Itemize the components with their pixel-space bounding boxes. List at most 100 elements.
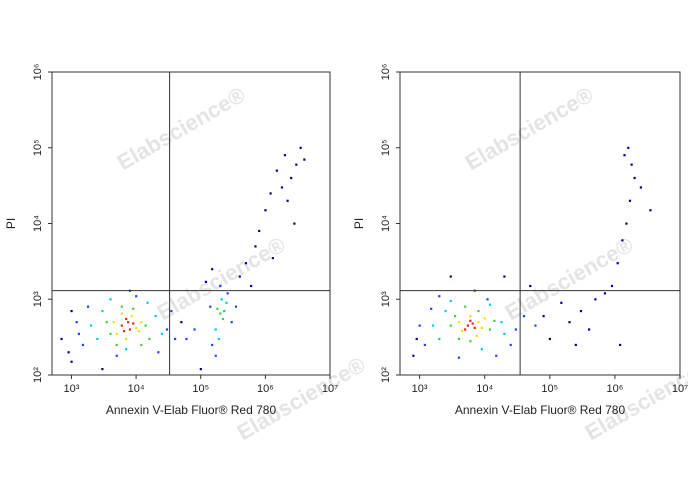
y-tick-label: 10³ <box>32 291 44 307</box>
event-dot <box>219 312 222 315</box>
event-dot <box>123 330 126 333</box>
event-dot <box>180 321 183 324</box>
event-dot <box>144 324 147 327</box>
event-dot <box>299 146 302 149</box>
event-dot <box>130 315 133 318</box>
watermark: Elabscience® <box>581 352 688 445</box>
event-dot <box>286 199 289 202</box>
event-dot <box>209 305 212 308</box>
y-tick-label: 10⁴ <box>32 215 44 232</box>
event-dot <box>250 284 253 288</box>
event-dot <box>503 332 506 335</box>
event-dot <box>579 309 583 313</box>
event-dot <box>165 328 169 331</box>
x-tick-label: 10⁶ <box>607 383 624 395</box>
event-dot <box>480 348 483 351</box>
y-axis-title: PI <box>4 218 18 229</box>
x-tick-label: 10⁷ <box>672 383 688 395</box>
event-dot <box>89 324 93 327</box>
event-dot <box>264 209 267 212</box>
event-dot <box>500 321 503 324</box>
event-dot <box>568 321 571 324</box>
event-dot <box>488 328 492 331</box>
x-axis-title: Annexin V-Elab Fluor® Red 780 <box>106 403 277 417</box>
event-dot <box>115 354 118 357</box>
event-dot <box>193 328 196 331</box>
event-dot <box>649 209 652 212</box>
event-dot <box>483 317 486 320</box>
event-dot <box>132 307 135 310</box>
y-axis-title: PI <box>352 218 366 229</box>
event-dot <box>135 295 138 298</box>
event-dot <box>633 176 636 180</box>
event-dot <box>217 337 220 341</box>
event-dot <box>174 337 177 341</box>
panel: Elabscience® Elabscience® Elabscience® 10³ 1… <box>352 64 688 446</box>
event-dot <box>230 321 233 324</box>
event-dot <box>461 330 464 333</box>
event-dot <box>185 337 188 341</box>
event-dot <box>204 280 208 283</box>
event-dot <box>219 284 222 288</box>
event-dot <box>290 176 293 180</box>
event-dot <box>303 158 306 161</box>
x-tick-label: 10³ <box>64 383 80 395</box>
event-dot <box>135 326 138 329</box>
y-tick-label: 10⁵ <box>380 139 392 156</box>
event-dot <box>214 328 217 331</box>
event-dot <box>466 324 469 327</box>
event-dot <box>60 337 63 341</box>
event-dot <box>154 315 157 318</box>
event-dot <box>449 324 452 327</box>
event-dot <box>269 192 272 195</box>
event-dot <box>140 321 143 324</box>
event-dot <box>560 301 563 304</box>
event-dot <box>469 315 472 318</box>
x-tick-label: 10³ <box>412 383 428 395</box>
event-dot <box>438 295 441 298</box>
event-dot <box>430 307 433 310</box>
event-dot <box>275 169 278 172</box>
event-dot <box>449 275 452 278</box>
event-dot <box>112 321 115 324</box>
event-dot <box>120 312 123 315</box>
event-dot <box>548 337 551 341</box>
event-dot <box>128 328 132 331</box>
event-dot <box>514 328 517 331</box>
event-dot <box>146 301 149 304</box>
event-dot <box>431 324 435 327</box>
watermark: Elabscience® <box>113 82 250 175</box>
event-dot <box>594 298 597 301</box>
y-tick-label: 10⁵ <box>32 139 44 156</box>
event-dot <box>67 351 70 354</box>
event-dot <box>503 275 506 278</box>
event-dot <box>495 354 498 357</box>
watermark: Elabscience® <box>461 82 598 175</box>
x-axis-title: Annexin V-Elab Fluor® Red 780 <box>455 403 626 417</box>
event-dot <box>639 186 643 189</box>
event-dot <box>86 305 90 308</box>
y-tick-label: 10² <box>380 367 392 383</box>
event-dot <box>621 239 624 242</box>
event-dot <box>529 284 532 288</box>
event-dot <box>444 309 447 313</box>
event-dot <box>628 199 632 202</box>
event-dot <box>438 337 441 341</box>
event-dot <box>619 343 622 347</box>
event-dot <box>603 292 607 295</box>
event-dot <box>214 354 217 357</box>
event-dot <box>220 298 223 301</box>
event-dot <box>101 309 104 313</box>
event-dot <box>295 163 298 166</box>
event-dot <box>280 186 284 189</box>
event-dot <box>170 309 173 313</box>
event-dot <box>244 262 248 265</box>
x-tick-label: 10⁴ <box>128 383 145 395</box>
event-dot <box>477 321 480 324</box>
event-dot <box>120 324 123 327</box>
event-dot <box>415 337 418 341</box>
event-dot <box>238 275 241 278</box>
event-dot <box>625 222 628 225</box>
event-dot <box>115 332 118 335</box>
